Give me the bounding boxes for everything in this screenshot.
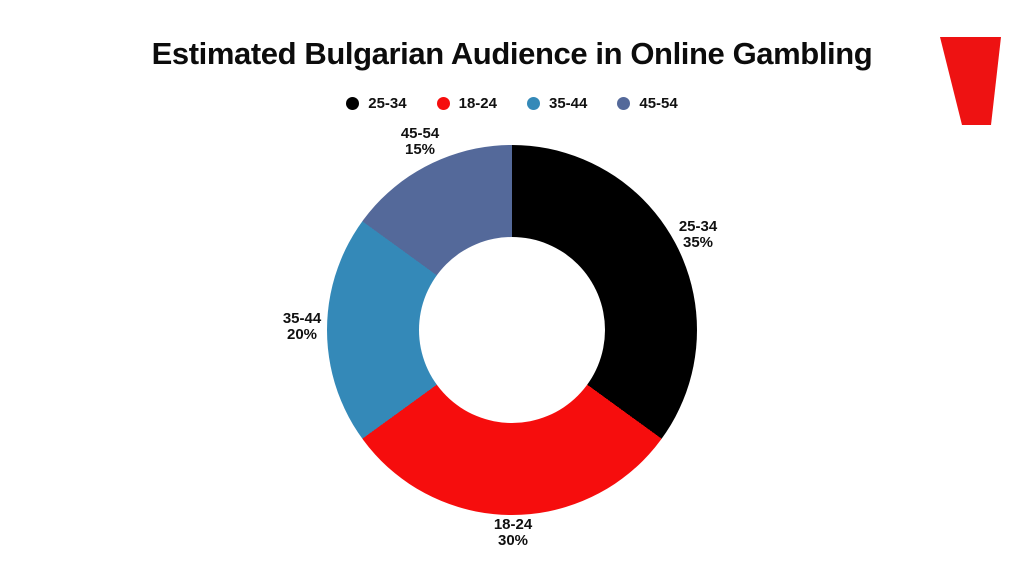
legend-item-25-34: 25-34: [346, 95, 407, 112]
donut-chart: [327, 145, 697, 515]
legend-swatch-icon: [436, 97, 450, 110]
legend-label: 45-54: [639, 95, 678, 112]
slice-label-age: 35-44: [282, 310, 322, 327]
slice-label-age: 18-24: [493, 516, 533, 533]
slice-label-pct: 35%: [682, 234, 714, 251]
legend-label: 35-44: [549, 95, 588, 112]
slice-label-pct: 15%: [404, 141, 436, 158]
donut-hole: [419, 237, 605, 423]
legend-item-35-44: 35-44: [527, 95, 587, 112]
chart-title: Estimated Bulgarian Audience in Online G…: [151, 36, 873, 71]
slice-label-pct: 30%: [497, 532, 529, 549]
legend-item-18-24: 18-24: [436, 95, 497, 112]
chart-legend: 25-34 18-24 35-44 45-54: [0, 95, 1024, 112]
slice-label-35-44: 35-44 20%: [257, 311, 347, 343]
red-flag-logo-icon: [940, 37, 1001, 125]
legend-label: 25-34: [368, 95, 407, 112]
legend-swatch-icon: [346, 97, 360, 110]
slice-label-age: 45-54: [400, 125, 440, 142]
red-flag-logo-shape: [940, 37, 1001, 125]
slice-label-25-34: 25-34 35%: [653, 219, 743, 251]
slice-label-pct: 20%: [286, 326, 318, 343]
slice-label-age: 25-34: [678, 218, 718, 235]
slice-label-18-24: 18-24 30%: [468, 517, 558, 549]
slice-label-45-54: 45-54 15%: [375, 126, 465, 158]
legend-swatch-icon: [617, 97, 631, 110]
legend-swatch-icon: [527, 97, 540, 110]
legend-item-45-54: 45-54: [617, 95, 678, 112]
legend-label: 18-24: [458, 95, 497, 112]
